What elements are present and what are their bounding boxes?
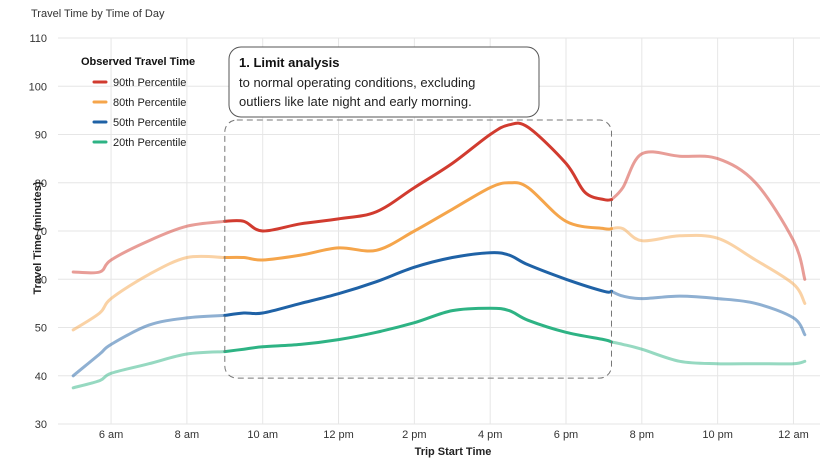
series-line-20th-percentile-highlight xyxy=(223,306,613,354)
series-line-80th-percentile-faded-after xyxy=(610,226,807,305)
y-tick-label: 70 xyxy=(35,226,47,238)
x-tick-label: 12 pm xyxy=(323,429,354,441)
series-line-50th-percentile-faded-before xyxy=(71,313,227,378)
series-line-90th-percentile-faded-before xyxy=(71,219,227,275)
x-tick-label: 6 pm xyxy=(554,429,578,441)
y-tick-label: 80 xyxy=(35,178,47,190)
series-line-50th-percentile-highlight xyxy=(223,251,613,317)
legend: Observed Travel Time 90th Percentile 80th… xyxy=(81,56,195,149)
x-tick-label: 10 pm xyxy=(702,429,733,441)
annotation-line-1: to normal operating conditions, excludin… xyxy=(239,75,475,90)
series-line-90th-percentile-highlight xyxy=(223,121,613,233)
series-layer xyxy=(71,121,807,390)
annotation-line-2: outliers like late night and early morni… xyxy=(239,94,472,109)
x-tick-label: 2 pm xyxy=(402,429,426,441)
legend-label: 20th Percentile xyxy=(113,137,186,149)
y-tick-label: 40 xyxy=(35,371,47,383)
x-tick-label: 8 pm xyxy=(630,429,654,441)
series-line-20th-percentile-faded-before xyxy=(71,350,227,390)
y-tick-label: 60 xyxy=(35,274,47,286)
y-axis-title: Travel Time (minutes) xyxy=(32,181,44,294)
y-tick-label: 90 xyxy=(35,130,47,142)
x-tick-label: 6 am xyxy=(99,429,123,441)
x-tick-label: 10 am xyxy=(247,429,278,441)
y-tick-label: 110 xyxy=(29,33,47,45)
y-tick-label: 50 xyxy=(35,323,47,335)
y-axis-ticks: 30 40 50 60 70 80 90 100 110 xyxy=(29,33,47,431)
legend-items: 90th Percentile 80th Percentile 50th Perce… xyxy=(92,77,186,149)
x-axis-title: Trip Start Time xyxy=(415,446,492,458)
y-tick-label: 100 xyxy=(29,81,47,93)
annotation-callout: 1. Limit analysis to normal operating co… xyxy=(228,46,540,118)
legend-label: 90th Percentile xyxy=(113,77,186,89)
annotation-box xyxy=(228,46,540,118)
legend-label: 80th Percentile xyxy=(113,97,186,109)
annotation-title: 1. Limit analysis xyxy=(239,55,339,70)
x-tick-label: 4 pm xyxy=(478,429,502,441)
x-tick-label: 8 am xyxy=(175,429,199,441)
legend-label: 50th Percentile xyxy=(113,117,186,129)
x-axis-ticks: 6 am 8 am 10 am 12 pm 2 pm 4 pm 6 pm 8 pm 10 pm 1… xyxy=(99,429,809,441)
series-line-80th-percentile-highlight xyxy=(223,181,613,262)
x-tick-label: 12 am xyxy=(778,429,809,441)
series-line-50th-percentile-faded-after xyxy=(610,289,807,337)
legend-title: Observed Travel Time xyxy=(81,56,195,68)
highlight-range-box xyxy=(224,119,612,379)
chart-title: Travel Time by Time of Day xyxy=(31,8,165,20)
series-line-80th-percentile-faded-before xyxy=(71,254,227,332)
series-line-90th-percentile-faded-after xyxy=(610,150,807,281)
y-tick-label: 30 xyxy=(35,419,47,431)
series-line-20th-percentile-faded-after xyxy=(610,340,807,366)
